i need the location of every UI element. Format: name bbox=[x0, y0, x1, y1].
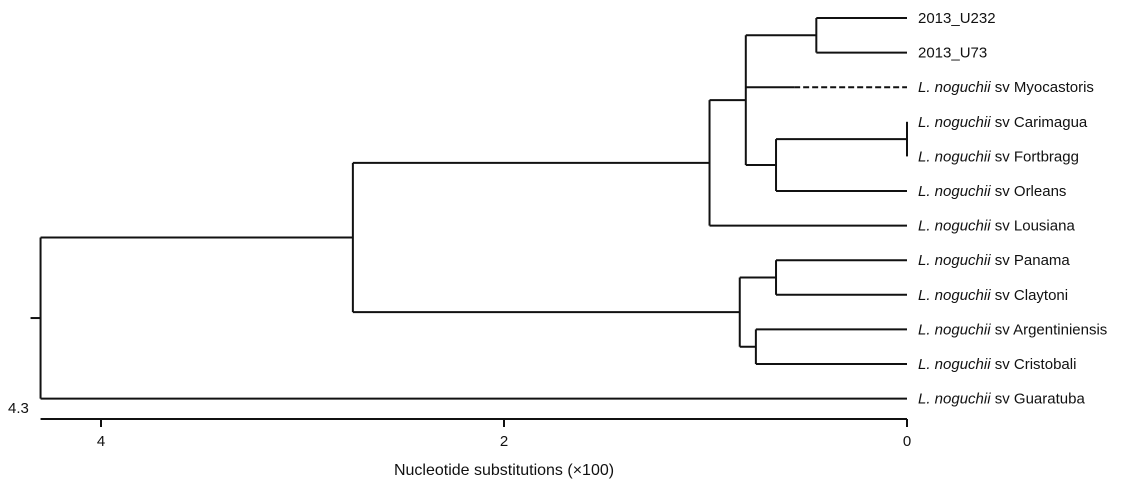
leaf-label-name: 2013_U232 bbox=[918, 10, 996, 27]
leaf-label: L. noguchii sv Lousiana bbox=[918, 218, 1075, 235]
leaf-label-species: L. noguchii bbox=[918, 148, 991, 165]
axis-tick-label: 2 bbox=[500, 433, 508, 450]
leaf-label: L. noguchii sv Claytoni bbox=[918, 287, 1068, 304]
leaf-label-name: sv Orleans bbox=[991, 183, 1067, 200]
leaf-label-species: L. noguchii bbox=[918, 218, 991, 235]
leaf-label: L. noguchii sv Fortbragg bbox=[918, 148, 1079, 165]
axis-tick-label: 0 bbox=[903, 433, 911, 450]
root-age-label: 4.3 bbox=[8, 400, 29, 417]
leaf-label-name: sv Carimagua bbox=[991, 114, 1088, 131]
leaf-label-species: L. noguchii bbox=[918, 356, 991, 373]
axis-tick-label: 4 bbox=[97, 433, 105, 450]
leaf-label: L. noguchii sv Panama bbox=[918, 252, 1070, 269]
leaf-label: L. noguchii sv Orleans bbox=[918, 183, 1066, 200]
leaf-label-name: sv Panama bbox=[991, 252, 1071, 269]
scale-axis: 4 2 0 4.3 Nucleotide substitutions (×100) bbox=[8, 400, 911, 479]
leaf-label-name: sv Guaratuba bbox=[991, 391, 1086, 408]
axis-ticks: 4 2 0 bbox=[97, 419, 911, 450]
leaf-label-name: 2013_U73 bbox=[918, 45, 987, 62]
leaf-label-name: sv Lousiana bbox=[991, 218, 1076, 235]
leaf-label-name: sv Cristobali bbox=[991, 356, 1077, 373]
leaf-label-name: sv Myocastoris bbox=[991, 79, 1094, 96]
leaf-label: L. noguchii sv Guaratuba bbox=[918, 391, 1085, 408]
axis-title: Nucleotide substitutions (×100) bbox=[394, 462, 614, 479]
leaf-label-name: sv Claytoni bbox=[991, 287, 1069, 304]
leaf-label-species: L. noguchii bbox=[918, 114, 991, 131]
leaf-label: 2013_U232 bbox=[918, 10, 996, 27]
leaf-label-species: L. noguchii bbox=[918, 321, 991, 338]
leaf-label: 2013_U73 bbox=[918, 45, 987, 62]
leaf-label: L. noguchii sv Carimagua bbox=[918, 114, 1088, 131]
leaf-label-species: L. noguchii bbox=[918, 183, 991, 200]
leaf-labels: 2013_U232 2013_U73 L. noguchii sv Myocasto… bbox=[918, 10, 1107, 408]
leaf-label: L. noguchii sv Myocastoris bbox=[918, 79, 1094, 96]
leaf-label: L. noguchii sv Cristobali bbox=[918, 356, 1076, 373]
leaf-label-species: L. noguchii bbox=[918, 391, 991, 408]
leaf-label-species: L. noguchii bbox=[918, 287, 991, 304]
leaf-label-name: sv Argentiniensis bbox=[991, 321, 1108, 338]
tree-branches bbox=[30, 17, 908, 400]
leaf-label-name: sv Fortbragg bbox=[991, 148, 1079, 165]
leaf-label-species: L. noguchii bbox=[918, 79, 991, 96]
leaf-label: L. noguchii sv Argentiniensis bbox=[918, 321, 1107, 338]
leaf-label-species: L. noguchii bbox=[918, 252, 991, 269]
